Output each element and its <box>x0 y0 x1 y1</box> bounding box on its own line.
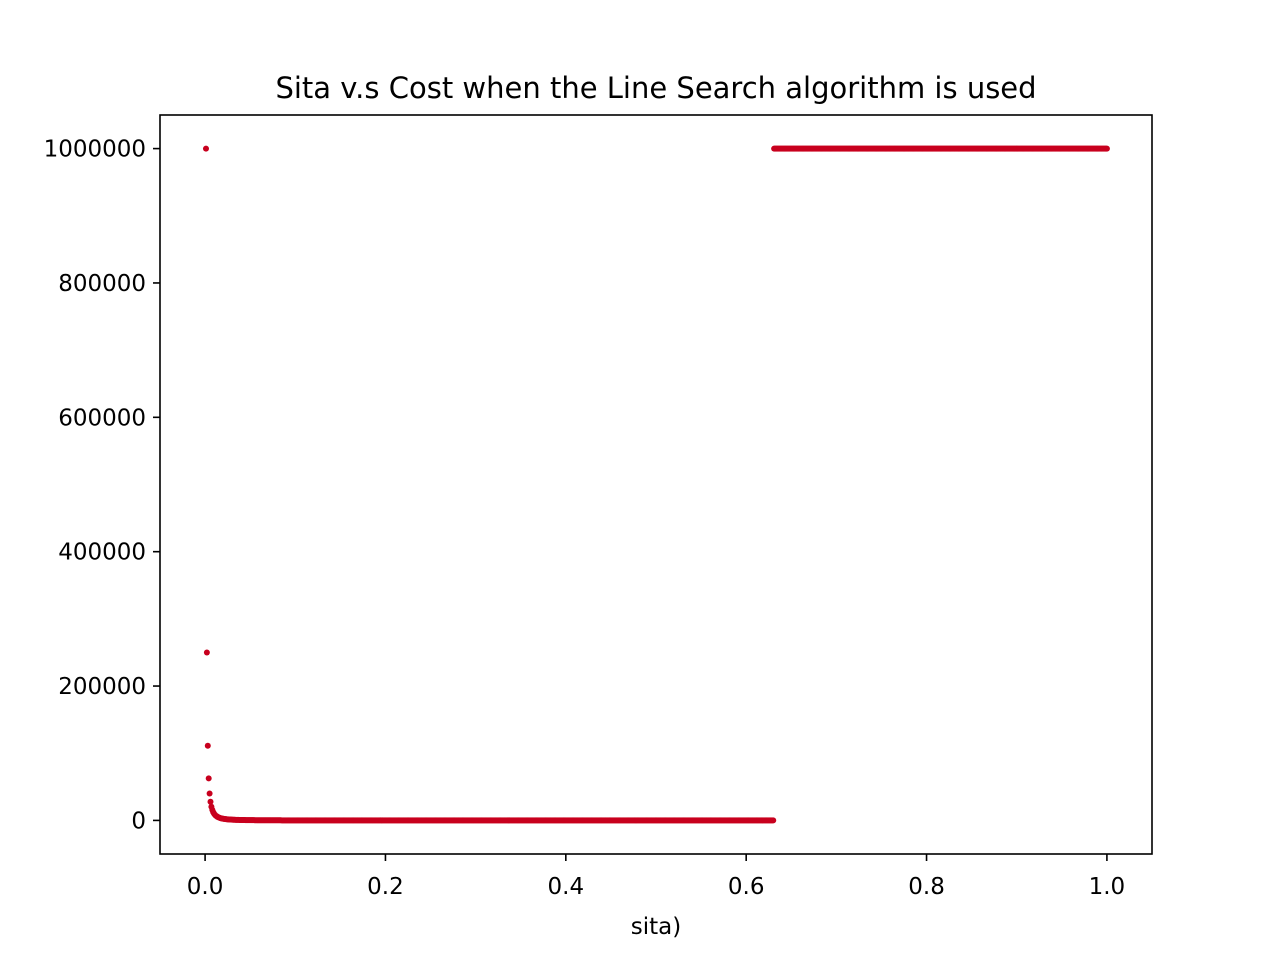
scatter-point <box>203 649 210 656</box>
plot-frame <box>159 114 1153 855</box>
scatter-point <box>1103 145 1110 152</box>
scatter-point <box>205 775 212 782</box>
x-tick-label: 0.8 <box>908 874 945 900</box>
x-tick-label: 0.0 <box>187 874 224 900</box>
scatter-point <box>206 790 213 797</box>
scatter-point <box>207 798 214 805</box>
x-tick-label: 1.0 <box>1089 874 1126 900</box>
y-tick-label: 600000 <box>58 405 146 431</box>
y-axis: 0 200000 400000 600000 800000 1000000 <box>44 137 160 834</box>
data-points <box>202 145 1110 824</box>
scatter-point <box>202 145 209 152</box>
y-tick-label: 800000 <box>58 271 146 297</box>
y-tick-label: 200000 <box>58 674 146 700</box>
x-tick-label: 0.2 <box>367 874 404 900</box>
chart-title: Sita v.s Cost when the Line Search algor… <box>275 71 1036 105</box>
y-tick-label: 400000 <box>58 540 146 566</box>
y-tick-label: 1000000 <box>44 137 146 163</box>
y-tick-label: 0 <box>131 808 146 834</box>
x-tick-label: 0.4 <box>548 874 585 900</box>
x-axis: 0.0 0.2 0.4 0.6 0.8 1.0 <box>187 854 1125 900</box>
scatter-point <box>770 817 777 824</box>
x-axis-title: sita) <box>631 914 681 940</box>
scatter-point <box>204 742 211 749</box>
x-tick-label: 0.6 <box>728 874 765 900</box>
